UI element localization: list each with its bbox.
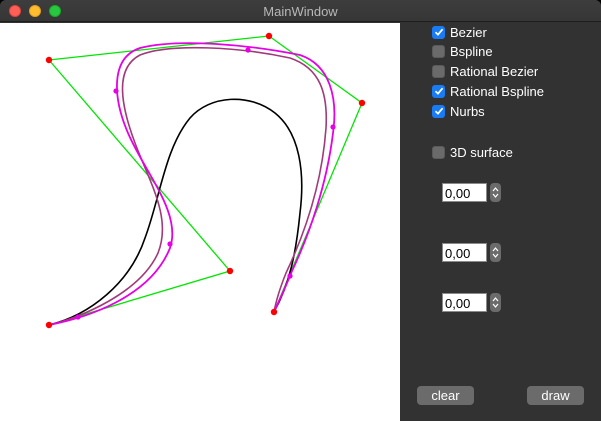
control-point[interactable] [270,308,278,316]
drawing-canvas[interactable] [0,23,400,421]
control-point[interactable] [265,32,273,40]
control-polygon-secondary [48,59,232,326]
checkbox-label: Nurbs [450,103,485,119]
spinbox-value[interactable]: 0,00 [442,292,487,312]
curve-plot [45,32,366,329]
close-window-button[interactable] [9,5,21,17]
spinbox-2[interactable]: 0,00 [442,242,501,262]
checkbox-label: Bspline [450,43,493,59]
checkbox-box[interactable] [432,25,445,39]
checkbox-box[interactable] [432,104,445,118]
stepper-arrows-icon[interactable] [490,292,501,312]
window-title: MainWindow [263,4,338,19]
control-point[interactable] [45,321,53,329]
checkbox-3d-surface[interactable]: 3D surface [432,144,513,160]
spinbox-3[interactable]: 0,00 [442,292,501,312]
checkmark-icon [434,87,443,95]
nurbs-curve [48,42,336,326]
checkbox-box[interactable] [432,84,445,98]
checkmark-icon [434,28,443,36]
checkbox-nurbs[interactable]: Nurbs [432,103,485,119]
minimize-window-button[interactable] [29,5,41,17]
checkbox-rational-bspline[interactable]: Rational Bspline [432,83,544,99]
clear-button[interactable]: clear [417,386,474,405]
control-polygon [48,35,363,313]
checkbox-label: Rational Bezier [450,63,539,79]
control-point[interactable] [45,56,53,64]
checkbox-box[interactable] [432,145,445,159]
title-bar: MainWindow [0,0,601,22]
curve-point [245,47,251,53]
control-point[interactable] [226,267,234,275]
stepper-arrows-icon[interactable] [490,242,501,262]
spinbox-value[interactable]: 0,00 [442,182,487,202]
checkbox-label: 3D surface [450,144,513,160]
checkbox-label: Bezier [450,24,487,40]
stepper-arrows-icon[interactable] [490,182,501,202]
rational-bspline-curve [48,46,328,326]
checkbox-box[interactable] [432,44,445,58]
bezier-curve [48,98,303,326]
control-point[interactable] [358,99,366,107]
spinbox-1[interactable]: 0,00 [442,182,501,202]
checkbox-box[interactable] [432,64,445,78]
curve-point [287,273,293,279]
checkmark-icon [434,107,443,115]
draw-button[interactable]: draw [527,386,584,405]
checkbox-bezier[interactable]: Bezier [432,24,487,40]
curve-point [113,88,119,94]
curve-point [75,314,81,320]
checkbox-label: Rational Bspline [450,83,544,99]
spinbox-value[interactable]: 0,00 [442,242,487,262]
checkbox-rational-bezier[interactable]: Rational Bezier [432,63,538,79]
curve-point [167,241,173,247]
maximize-window-button[interactable] [49,5,61,17]
curve-point [330,124,336,130]
control-panel: Bezier Bspline Rational Bezier Rational … [400,23,601,421]
checkbox-bspline[interactable]: Bspline [432,43,493,59]
